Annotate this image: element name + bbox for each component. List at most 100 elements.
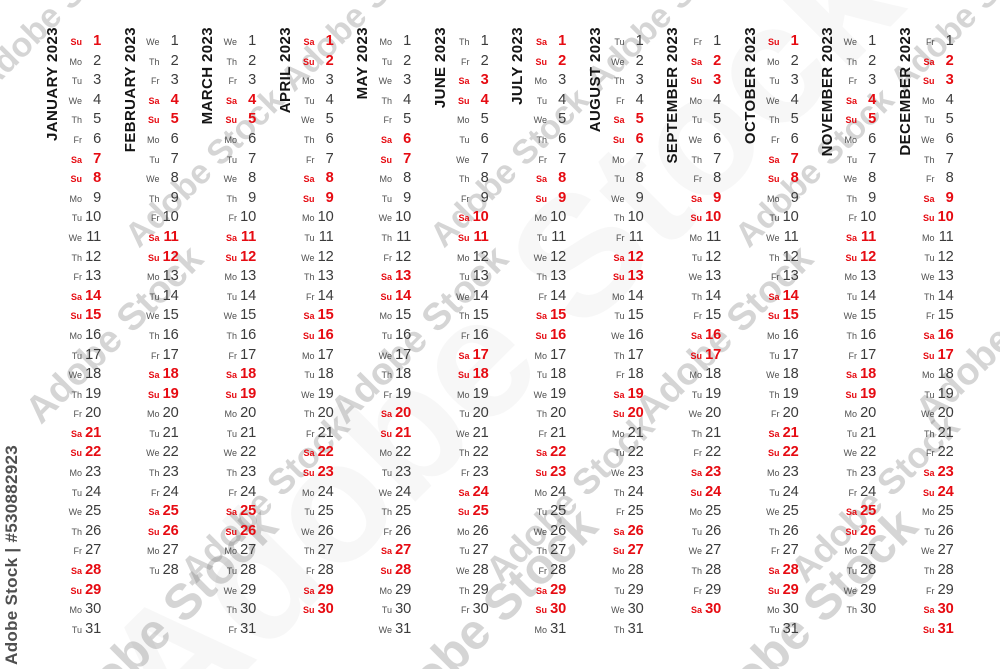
day-row: We 8 xyxy=(841,170,877,190)
weekday-abbr: We xyxy=(688,409,702,420)
weekday-abbr: Tu xyxy=(381,468,392,479)
day-number: 12 xyxy=(472,248,489,265)
weekday-abbr: Sa xyxy=(845,507,857,518)
day-row: Mo 30 xyxy=(764,601,799,621)
weekday-abbr: Mo xyxy=(611,566,625,577)
weekday-abbr: Th xyxy=(381,232,392,243)
day-number: 10 xyxy=(705,209,721,226)
weekday-abbr: Th xyxy=(691,428,702,439)
weekday-abbr: Sa xyxy=(690,468,702,479)
day-number: 13 xyxy=(395,268,411,285)
weekday-abbr: We xyxy=(223,174,237,185)
day-number: 16 xyxy=(627,326,644,343)
weekday-abbr: Su xyxy=(612,409,625,420)
day-number: 30 xyxy=(937,601,954,618)
weekday-abbr: Su xyxy=(535,605,547,616)
day-number: 15 xyxy=(317,307,334,324)
day-row: Su 3 xyxy=(686,72,721,92)
day-row: Tu 21 xyxy=(841,425,876,445)
day-row: Su 24 xyxy=(686,484,721,504)
weekday-abbr: Mo xyxy=(456,526,470,537)
day-row: Th 23 xyxy=(841,464,876,484)
day-row: Th 17 xyxy=(609,347,644,367)
day-row: Tu 8 xyxy=(609,170,643,190)
day-number: 14 xyxy=(860,287,876,304)
day-row: Fr 14 xyxy=(531,288,567,308)
day-row: Mo 29 xyxy=(376,582,411,602)
day-number: 10 xyxy=(937,209,954,226)
day-number: 11 xyxy=(551,228,566,245)
day-number: 10 xyxy=(782,209,799,226)
weekday-abbr: We xyxy=(921,134,935,145)
day-number: 15 xyxy=(937,307,954,324)
day-list: We 1 Th 2 Fr 3 Sa 4 Su 5 Mo 6 Tu 7 We 8 Th 9 Fr 10 Sa 11 Su 12 M… xyxy=(144,33,179,582)
day-row: Su 15 xyxy=(66,307,101,327)
weekday-abbr: Mo xyxy=(611,291,625,302)
day-number: 15 xyxy=(162,307,179,324)
weekday-abbr: Fr xyxy=(771,546,780,557)
weekday-abbr: Tu xyxy=(924,526,935,537)
weekday-abbr: Tu xyxy=(691,115,702,126)
weekday-abbr: Fr xyxy=(73,409,83,420)
weekday-abbr: Mo xyxy=(456,252,470,263)
day-row: We 27 xyxy=(686,542,722,562)
day-number: 2 xyxy=(480,52,489,69)
weekday-abbr: Su xyxy=(225,526,237,537)
weekday-abbr: Su xyxy=(845,526,857,537)
day-number: 17 xyxy=(705,346,721,363)
day-row: We 18 xyxy=(764,366,799,386)
weekday-abbr: Th xyxy=(226,56,237,67)
weekday-abbr: Tu xyxy=(691,389,702,400)
weekday-abbr: We xyxy=(766,370,780,381)
weekday-abbr: Fr xyxy=(693,174,703,185)
day-row: Tu 31 xyxy=(66,621,101,641)
day-row: Sa 12 xyxy=(609,249,643,269)
weekday-abbr: Fr xyxy=(228,350,238,361)
day-number: 7 xyxy=(248,150,256,167)
day-row: Tu 4 xyxy=(299,92,333,112)
day-number: 15 xyxy=(550,307,566,324)
day-number: 9 xyxy=(93,189,101,206)
day-number: 27 xyxy=(705,542,721,559)
day-row: We 16 xyxy=(609,327,644,347)
day-number: 8 xyxy=(790,170,799,187)
weekday-abbr: Sa xyxy=(923,605,935,616)
day-number: 27 xyxy=(472,542,489,559)
day-number: 24 xyxy=(472,483,489,500)
weekday-abbr: We xyxy=(68,95,82,106)
day-row: Su 19 xyxy=(144,386,179,406)
day-row: Fr 9 xyxy=(454,190,489,210)
day-row: Th 2 xyxy=(841,53,876,73)
day-number: 13 xyxy=(317,268,334,285)
day-row: Th 11 xyxy=(376,229,411,249)
day-row: Tu 30 xyxy=(376,601,411,621)
weekday-abbr: Th xyxy=(768,115,780,126)
weekday-abbr: Mo xyxy=(921,370,935,381)
weekday-abbr: We xyxy=(301,526,315,537)
day-number: 3 xyxy=(93,72,101,89)
weekday-abbr: Su xyxy=(302,605,315,616)
day-number: 24 xyxy=(395,483,411,500)
day-number: 24 xyxy=(782,483,799,500)
weekday-abbr: Fr xyxy=(228,487,238,498)
day-number: 14 xyxy=(317,287,334,304)
day-number: 17 xyxy=(627,346,644,363)
day-row: Tu 4 xyxy=(531,92,566,112)
day-number: 12 xyxy=(395,248,411,265)
day-number: 19 xyxy=(550,385,566,402)
day-number: 5 xyxy=(325,111,334,128)
day-number: 30 xyxy=(627,601,644,618)
day-row: Su 17 xyxy=(686,347,721,367)
weekday-abbr: Th xyxy=(148,330,160,341)
day-row: Su 23 xyxy=(531,464,566,484)
day-row: Tu 29 xyxy=(609,582,643,602)
day-number: 11 xyxy=(86,228,101,245)
day-row: Mo 6 xyxy=(221,131,256,151)
weekday-abbr: Tu xyxy=(536,95,547,106)
day-row: Th 19 xyxy=(764,386,799,406)
day-row: Th 23 xyxy=(144,464,179,484)
day-number: 27 xyxy=(550,542,566,559)
weekday-abbr: Mo xyxy=(301,487,315,498)
day-row: Th 14 xyxy=(919,288,954,308)
day-number: 21 xyxy=(937,424,954,441)
